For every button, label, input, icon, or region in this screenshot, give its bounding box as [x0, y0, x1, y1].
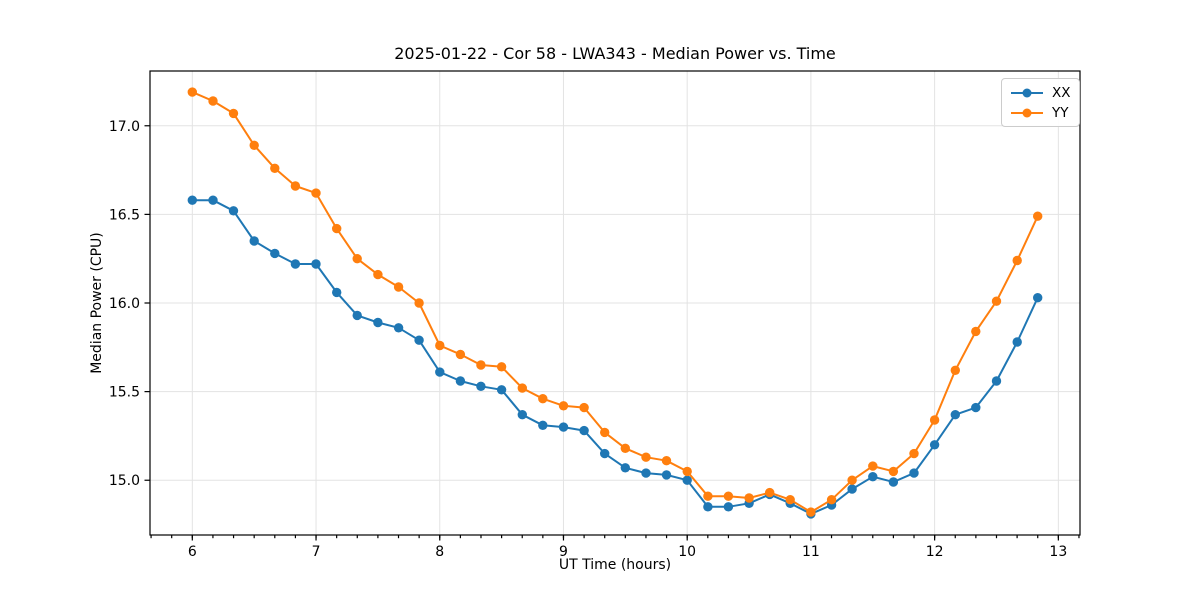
svg-text:15.5: 15.5 — [109, 385, 140, 401]
axis-ticks — [144, 125, 1080, 541]
legend-label-yy: YY — [1052, 104, 1069, 121]
svg-text:8: 8 — [435, 544, 444, 560]
series-xx — [187, 195, 1043, 519]
legend-item-xx: XX — [1009, 83, 1071, 102]
series-yy-line — [191, 91, 1039, 514]
series-xx-line — [192, 199, 1039, 515]
legend-label-xx: XX — [1052, 84, 1071, 101]
legend-line-marker-xx-icon — [1011, 88, 1043, 97]
legend: XX YY — [1001, 78, 1080, 127]
gridlines — [150, 71, 1080, 535]
svg-text:9: 9 — [559, 544, 568, 560]
x-tick-labels: 6 7 8 9 10 11 12 13 — [188, 544, 1067, 560]
svg-text:7: 7 — [312, 544, 321, 560]
chart-title: 2025-01-22 - Cor 58 - LWA343 - Median Po… — [394, 44, 836, 63]
series-yy — [187, 87, 1043, 517]
svg-text:17.0: 17.0 — [109, 119, 140, 135]
svg-text:16.0: 16.0 — [109, 296, 140, 312]
svg-text:16.5: 16.5 — [109, 207, 140, 223]
svg-text:10: 10 — [678, 544, 696, 560]
y-tick-labels: 15.0 15.5 16.0 16.5 17.0 — [109, 119, 140, 489]
legend-line-marker-yy-icon — [1011, 108, 1043, 117]
svg-text:11: 11 — [802, 544, 820, 560]
svg-text:12: 12 — [926, 544, 944, 560]
series-yy-markers — [187, 87, 1043, 517]
y-axis-label: Median Power (CPU) — [89, 232, 105, 374]
x-axis-label: UT Time (hours) — [558, 557, 672, 573]
svg-text:13: 13 — [1049, 544, 1067, 560]
legend-item-yy: YY — [1009, 103, 1071, 122]
svg-text:15.0: 15.0 — [109, 473, 140, 489]
series-xx-markers — [187, 195, 1043, 519]
svg-text:6: 6 — [188, 544, 197, 560]
